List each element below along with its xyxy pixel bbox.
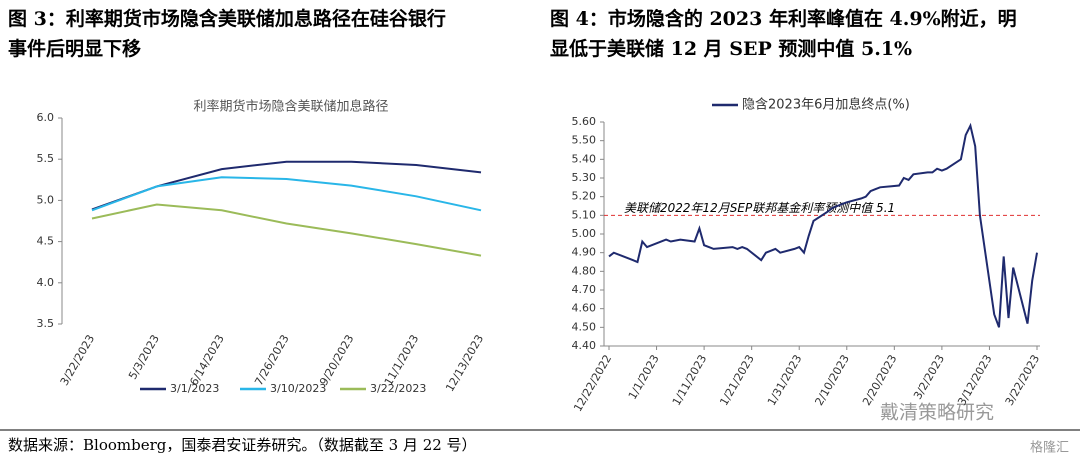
x-tick-label: 3/22/2023 <box>58 333 97 388</box>
legend-label: 3/10/2023 <box>270 382 326 395</box>
y-tick-label: 4.90 <box>572 246 597 259</box>
y-tick-label: 6.0 <box>37 111 55 124</box>
x-tick-label: 1/1/2023 <box>626 353 662 402</box>
series-line <box>91 203 482 257</box>
y-tick-label: 5.0 <box>37 193 55 206</box>
x-tick-label: 1/31/2023 <box>765 353 804 408</box>
x-tick-label: 2/20/2023 <box>860 353 899 408</box>
series-line <box>608 122 1038 328</box>
y-tick-label: 5.50 <box>572 134 597 147</box>
y-tick-label: 4.70 <box>572 283 597 296</box>
y-tick-label: 5.5 <box>37 152 55 165</box>
y-tick-label: 5.20 <box>572 190 597 203</box>
figure-caption: 事件后明显下移 <box>8 37 141 60</box>
x-tick-label: 12/22/2022 <box>571 353 614 414</box>
figure-caption: 图 4：市场隐含的 2023 年利率峰值在 4.9%附近，明 <box>550 7 1017 30</box>
source-note: 数据来源：Bloomberg，国泰君安证券研究。（数据截至 3 月 22 号） <box>8 436 477 454</box>
x-tick-label: 1/11/2023 <box>670 353 709 408</box>
x-tick-label: 3/12/2023 <box>955 353 994 408</box>
x-tick-label: 2/10/2023 <box>813 353 852 408</box>
x-tick-label: 11/1/2023 <box>382 333 421 388</box>
y-tick-label: 4.80 <box>572 264 597 277</box>
x-tick-label: 1/21/2023 <box>717 353 756 408</box>
y-tick-label: 4.50 <box>572 320 597 333</box>
chart-title: 利率期货市场隐含美联储加息路径 <box>193 99 388 115</box>
watermark: 戴清策略研究 <box>880 402 994 424</box>
series-line <box>91 176 482 212</box>
figure-caption: 图 3：利率期货市场隐含美联储加息路径在硅谷银行 <box>8 7 446 30</box>
y-tick-label: 5.30 <box>572 171 597 184</box>
legend-label: 3/1/2023 <box>170 382 219 395</box>
series-line <box>91 160 482 211</box>
y-tick-label: 5.10 <box>572 208 597 221</box>
y-tick-label: 4.0 <box>37 276 55 289</box>
y-tick-label: 5.60 <box>572 115 597 128</box>
y-tick-label: 5.40 <box>572 152 597 165</box>
reference-label: 美联储2022年12月SEP联邦基金利率预测中值 5.1 <box>624 201 895 215</box>
figure-caption: 显低于美联储 12 月 SEP 预测中值 5.1% <box>550 37 912 60</box>
y-tick-label: 4.60 <box>572 302 597 315</box>
x-tick-label: 6/14/2023 <box>187 333 226 388</box>
x-tick-label: 12/13/2023 <box>443 333 486 394</box>
watermark: 格隆汇 <box>1030 440 1069 456</box>
legend-label: 隐含2023年6月加息终点(%) <box>742 97 910 113</box>
y-tick-label: 3.5 <box>37 317 55 330</box>
y-tick-label: 5.00 <box>572 227 597 240</box>
legend-label: 3/22/2023 <box>370 382 426 395</box>
x-tick-label: 9/20/2023 <box>317 333 356 388</box>
y-tick-label: 4.40 <box>572 339 597 352</box>
x-tick-label: 7/26/2023 <box>252 333 291 388</box>
x-tick-label: 3/2/2023 <box>911 353 947 402</box>
y-tick-label: 4.5 <box>37 235 55 248</box>
x-tick-label: 5/3/2023 <box>126 333 162 382</box>
x-tick-label: 3/22/2023 <box>1003 353 1042 408</box>
